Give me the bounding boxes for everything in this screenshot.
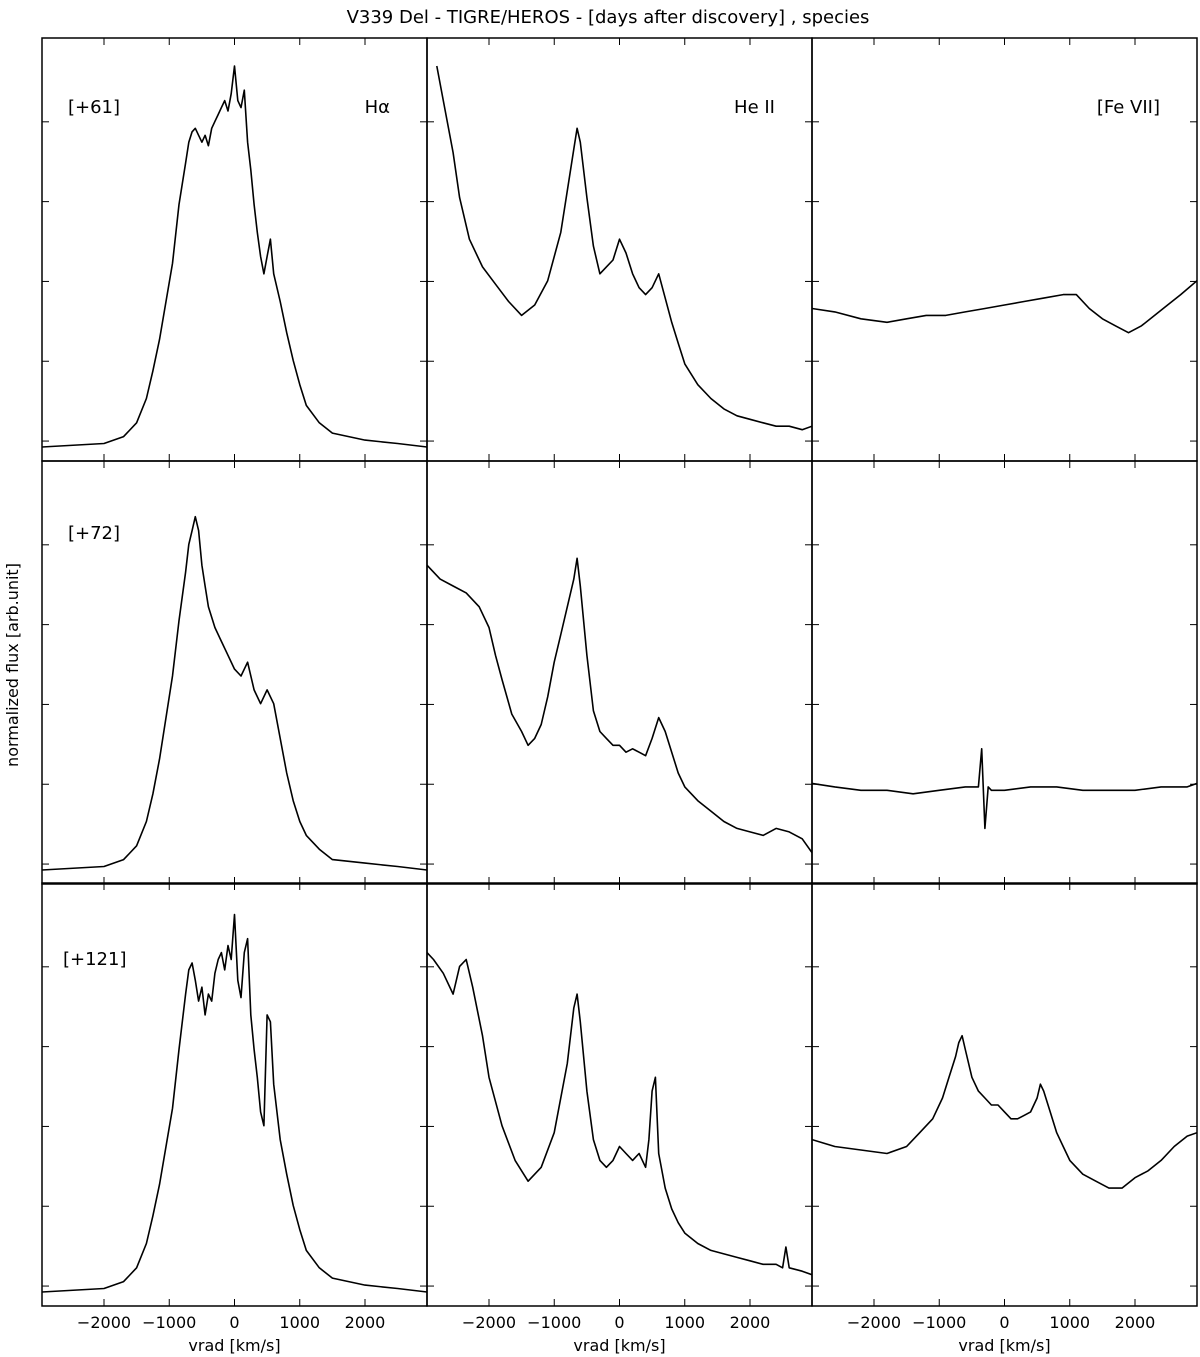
x-tick-label: −2000: [77, 1313, 131, 1332]
panel-r3-c3: −2000 −1000 0 1000 2000 vrad [km/s]: [811, 882, 1198, 1355]
x-tick-label: 1000: [664, 1313, 705, 1332]
chart-title: V339 Del - TIGRE/HEROS - [days after dis…: [347, 7, 870, 28]
epoch-label: [+72]: [68, 523, 120, 544]
x-tick-label: 1000: [279, 1313, 320, 1332]
panel-frame: [426, 460, 813, 885]
species-label: Hα: [365, 97, 390, 118]
x-axis-label: vrad [km/s]: [573, 1336, 665, 1355]
species-label: [Fe VII]: [1097, 97, 1160, 118]
x-axis-label: vrad [km/s]: [958, 1336, 1050, 1355]
x-tick-label: −2000: [847, 1313, 901, 1332]
panel-frame: [811, 460, 1198, 885]
x-tick-label: 0: [999, 1313, 1009, 1332]
panel-frame: [41, 882, 428, 1307]
panel-r3-c1: [+121] −2000 −1000 0 1000 2000 vrad [km/s]: [41, 882, 428, 1355]
x-tick-label: 1000: [1049, 1313, 1090, 1332]
x-tick-label: 0: [229, 1313, 239, 1332]
panel-r2-c1: [+72]: [41, 460, 428, 885]
panel-grid: [+61] Hα He II [Fe VII] [+72] [+121] −2000 −100…: [41, 37, 1198, 1355]
spectrum-line-2-3: [812, 748, 1197, 830]
spectrum-line-3-3: [812, 1034, 1197, 1189]
panel-r2-c2: [426, 460, 813, 885]
panel-r1-c2: He II: [426, 37, 813, 462]
panel-r2-c3: [811, 460, 1198, 885]
x-tick-label: 2000: [1115, 1313, 1156, 1332]
x-axis-label: vrad [km/s]: [188, 1336, 280, 1355]
panel-frame: [811, 882, 1198, 1307]
species-label: He II: [734, 97, 775, 118]
x-tick-label: −2000: [462, 1313, 516, 1332]
epoch-label: [+61]: [68, 97, 120, 118]
x-tick-label: 0: [614, 1313, 624, 1332]
panel-r1-c3: [Fe VII]: [811, 37, 1198, 462]
spectrum-line-3-2: [427, 952, 812, 1276]
panel-r1-c1: [+61] Hα: [41, 37, 428, 462]
spectrum-line-2-1: [42, 515, 427, 871]
spectrum-line-1-3: [812, 280, 1197, 334]
x-tick-label: 2000: [345, 1313, 386, 1332]
x-tick-label: −1000: [527, 1313, 581, 1332]
spectrum-line-3-1: [42, 913, 427, 1293]
x-tick-label: 2000: [730, 1313, 771, 1332]
x-tick-label: −1000: [912, 1313, 966, 1332]
spectrum-line-1-1: [42, 65, 427, 448]
epoch-label: [+121]: [63, 949, 126, 970]
x-tick-label: −1000: [142, 1313, 196, 1332]
panel-r3-c2: −2000 −1000 0 1000 2000 vrad [km/s]: [426, 882, 813, 1355]
spectrum-line-1-2: [436, 65, 812, 431]
panel-frame: [426, 882, 813, 1307]
y-axis-label: normalized flux [arb.unit]: [3, 563, 22, 767]
spectrum-line-2-2: [427, 557, 812, 854]
